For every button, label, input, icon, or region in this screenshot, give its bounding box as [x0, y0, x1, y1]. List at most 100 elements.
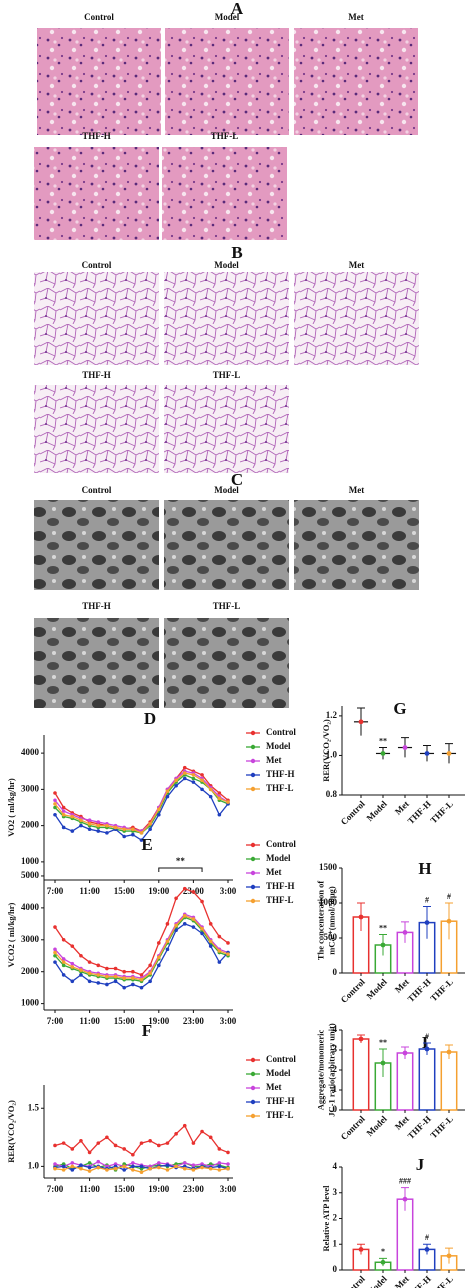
mean-dot — [424, 1046, 430, 1052]
x-tick-label: 3:00 — [220, 886, 237, 896]
x-tick-label: 7:00 — [47, 1184, 64, 1194]
data-point — [105, 1135, 109, 1140]
data-point — [122, 1168, 126, 1172]
data-point — [157, 812, 161, 817]
micrograph — [294, 500, 419, 590]
data-point — [226, 1162, 230, 1166]
data-point — [105, 974, 109, 979]
data-point — [105, 1168, 109, 1172]
y-tick-label: 1000 — [319, 897, 338, 907]
image-label: THF-L — [213, 370, 241, 380]
data-point — [200, 1129, 204, 1134]
significance-label: * — [381, 1247, 385, 1256]
data-point — [217, 812, 222, 817]
legend-label: Control — [266, 727, 296, 737]
data-point — [208, 794, 213, 799]
x-tick-label: 11:00 — [79, 1184, 100, 1194]
data-point — [53, 1143, 57, 1148]
x-tick-label: 23:00 — [183, 1016, 204, 1026]
y-axis-label: VCO2 ( ml/kg/hr) — [6, 902, 16, 967]
data-point — [87, 827, 92, 832]
data-point — [139, 973, 144, 977]
legend-marker — [250, 758, 256, 764]
data-point — [53, 1162, 57, 1166]
bar — [418, 1048, 436, 1111]
panel-letter: H — [418, 859, 431, 878]
image-label: Met — [349, 485, 365, 495]
data-point — [182, 765, 187, 770]
data-point — [79, 1163, 83, 1168]
data-point — [139, 977, 144, 982]
significance-label: ** — [379, 736, 387, 745]
data-point — [139, 838, 144, 842]
data-point — [122, 969, 126, 974]
data-point — [122, 985, 126, 990]
x-tick-label: 19:00 — [148, 886, 169, 896]
x-tick-label: Model — [364, 976, 389, 1001]
mean-dot — [402, 1050, 408, 1056]
data-point — [70, 944, 75, 948]
x-tick-label: THF-H — [406, 977, 433, 1004]
data-point — [174, 778, 178, 783]
x-tick-label: 23:00 — [183, 1184, 204, 1194]
data-point — [165, 789, 170, 793]
data-point — [96, 973, 101, 977]
data-point — [191, 780, 196, 784]
data-point — [217, 1147, 222, 1151]
legend-marker — [250, 730, 256, 736]
legend-label: Control — [266, 839, 296, 849]
data-point — [70, 961, 75, 966]
micrograph — [164, 618, 289, 708]
legend-marker — [250, 898, 256, 904]
y-axis-label: Aggregate/monomeric — [315, 1029, 325, 1110]
mean-dot — [358, 1036, 364, 1042]
data-point — [87, 1165, 92, 1170]
data-point — [139, 985, 144, 990]
mean-dot — [446, 751, 452, 756]
mean-dot — [358, 719, 364, 725]
data-point — [53, 812, 57, 817]
mean-dot — [424, 751, 430, 756]
y-tick-label: 1.5 — [28, 1102, 40, 1112]
data-point — [182, 1161, 187, 1165]
data-point — [182, 886, 187, 891]
data-point — [131, 832, 135, 837]
data-point — [208, 1166, 213, 1171]
data-point — [217, 960, 222, 964]
data-point — [131, 1168, 135, 1172]
legend-label: THF-L — [266, 1110, 294, 1120]
legend-marker — [250, 1071, 256, 1077]
legend-label: Model — [266, 1068, 291, 1078]
legend-label: Met — [266, 867, 282, 877]
legend-label: THF-H — [266, 769, 295, 779]
y-tick-label: 2000 — [21, 966, 40, 976]
micrograph — [164, 272, 289, 365]
data-point — [53, 960, 57, 964]
x-tick-label: 3:00 — [220, 1184, 237, 1194]
legend-marker — [250, 1057, 256, 1063]
data-point — [61, 960, 66, 964]
micrograph — [34, 147, 159, 240]
y-tick-label: 1000 — [21, 998, 40, 1008]
image-label: THF-H — [82, 601, 111, 611]
data-point — [174, 1132, 178, 1136]
significance-label: # — [425, 1032, 429, 1041]
significance-label: ### — [399, 1176, 411, 1185]
data-point — [53, 1166, 57, 1171]
legend-marker — [250, 772, 256, 778]
micrograph — [164, 500, 289, 590]
legend-marker — [250, 870, 256, 876]
bar — [352, 1038, 370, 1111]
data-point — [122, 1147, 126, 1151]
y-tick-label: 4000 — [21, 747, 40, 757]
data-point — [87, 822, 92, 826]
data-point — [200, 773, 204, 777]
y-tick-label: 2 — [333, 1213, 338, 1223]
y-axis-label: VO2 ( ml/kg/hr) — [6, 778, 16, 837]
image-label: THF-H — [82, 370, 111, 380]
mean-dot — [358, 1247, 364, 1252]
y-tick-label: 4 — [333, 1161, 338, 1171]
data-point — [79, 818, 83, 822]
data-point — [61, 1164, 66, 1169]
x-tick-label: THF-L — [428, 1114, 455, 1141]
